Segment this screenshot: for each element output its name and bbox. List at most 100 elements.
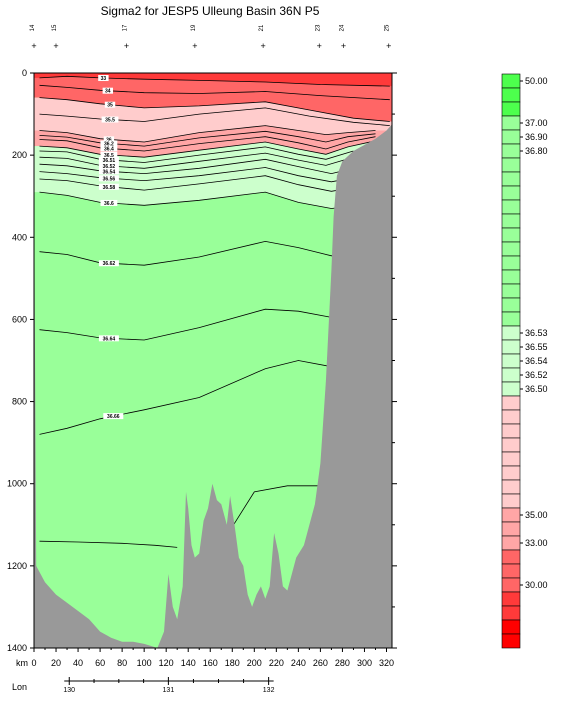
colorbar-segment [501,367,521,383]
x-tick-label: 100 [137,658,152,668]
isopycnal-label-bg [98,162,119,169]
x-tick-label: 320 [379,658,394,668]
x-tick-label: 60 [95,658,105,668]
colorbar-segment [501,451,521,467]
isopycnal-line [39,540,178,548]
isopycnal-label: 36.6 [104,201,114,207]
lon-tick-label: 132 [263,687,275,694]
x-tick-label: 200 [247,658,262,668]
station-plus: + [53,41,58,51]
isopycnal-line [39,360,365,435]
x-tick-label: 180 [225,658,240,668]
y-tick-label: 400 [12,232,27,242]
station-label: 25 [385,24,391,31]
isopycnal-line [39,308,365,341]
isopycnal-line [39,84,390,101]
colorbar-label: 35.00 [525,510,548,520]
longitude-axis: Lon 130 131 132 [12,677,275,694]
station-label: 24 [340,24,346,31]
colorbar-segment [501,353,521,369]
isopycnal-label: 36 [106,137,112,143]
colorbar-segment [501,423,521,439]
isopycnal-line [39,158,354,175]
station-label: 14 [30,24,36,31]
isopycnal-label-bg [103,413,124,420]
x-tick-label: 260 [313,658,328,668]
colorbar-segment [501,535,521,551]
x-tick-label: 300 [357,658,372,668]
colorbar-segment [501,577,521,593]
colorbar-segment [501,605,521,621]
colorbar-segment [501,465,521,481]
x-axis-label: km [16,658,28,668]
x-tick-label: 160 [203,658,218,668]
y-tick-label: 800 [12,397,27,407]
x-tick-label: 140 [181,658,196,668]
colorbar-segment [501,395,521,411]
isopycnal-label-bg [98,156,119,163]
isopycnal-line [231,485,323,528]
isopycnal-label-bg [103,136,115,143]
isopycnal-label-bg [100,145,118,152]
y-tick-label: 0 [22,68,27,78]
x-tick-label: 220 [269,658,284,668]
station-plus: + [386,41,391,51]
colorbar-segment [501,591,521,607]
colorbar-segment [501,171,521,187]
chart-title: Sigma2 for JESP5 Ulleung Basin 36N P5 [101,4,320,18]
station-label: 15 [52,24,58,31]
band-red [34,73,392,87]
colorbar-label: 36.54 [525,356,548,366]
colorbar-segment [501,507,521,523]
y-tick-label: 1200 [7,561,27,571]
colorbar-label: 33.00 [525,538,548,548]
y-tick-label: 1400 [7,643,27,653]
isopycnal-label: 36.52 [103,164,116,170]
lon-axis-label: Lon [12,682,27,692]
colorbar-segment [501,521,521,537]
x-tick-label: 240 [291,658,306,668]
isopycnal-label: 36.5 [104,153,114,159]
isopycnal-label-bg [98,183,119,190]
isopycnal-line [39,75,390,87]
isopycnal-label-bg [98,75,109,82]
colorbar-segment [501,143,521,159]
isopycnal-line [39,107,390,126]
isopycnal-labels: 33343535.53636.236.436.536.5136.5236.543… [98,75,124,420]
colorbar-segment [501,115,521,131]
station-label: 17 [123,24,129,31]
colorbar-segment [501,549,521,565]
band-pale-green [34,140,392,209]
isopycnal-line [39,146,354,163]
isopycnal-label: 36.66 [107,414,120,420]
colorbar-segment [501,283,521,299]
colorbar-segment [501,101,521,117]
station-label: 19 [191,24,197,31]
isopycnal-label: 36.2 [104,141,114,147]
colorbar-label: 50.00 [525,76,548,86]
colorbar-label: 36.53 [525,328,548,338]
colorbar-segment [501,633,521,649]
colorbar-label: 36.90 [525,132,548,142]
colorbar-segment [501,563,521,579]
colorbar-label: 36.80 [525,146,548,156]
isopycnal-label: 36.58 [103,185,116,191]
x-tick-label: 280 [335,658,350,668]
y-tick-label: 600 [12,314,27,324]
colorbar-segment [501,129,521,145]
station-plus: + [192,41,197,51]
colorbar-label: 36.52 [525,370,548,380]
station-label: 23 [315,24,321,31]
colorbar-segment [501,199,521,215]
isopycnal-label: 36.56 [103,176,116,182]
isopycnal-label: 36.51 [103,158,116,164]
lon-tick-label: 130 [63,687,75,694]
station-plus: + [260,41,265,51]
isopycnal-line [39,167,354,183]
isopycnal-label: 34 [105,89,111,95]
x-tick-label: 40 [73,658,83,668]
isopycnal-label-bg [98,175,119,182]
station-markers: 14 +15 +17 +19 +21 +23 +24 +25 + [30,24,391,51]
isopycnal-label-bg [101,116,119,123]
x-tick-label: 80 [117,658,127,668]
